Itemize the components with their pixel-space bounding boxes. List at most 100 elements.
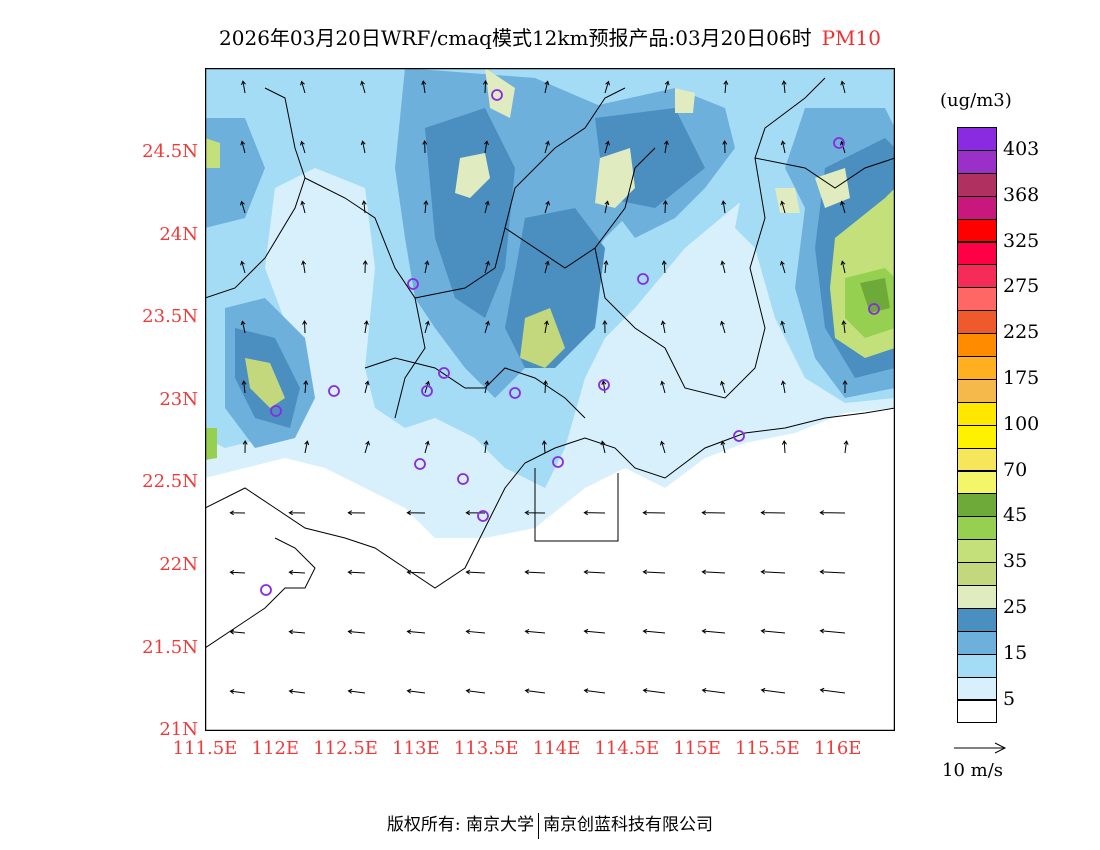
wind-arrow [484, 260, 490, 274]
wind-arrow [662, 200, 668, 214]
wind-arrow [300, 200, 306, 214]
lon-label: 115E [673, 738, 721, 759]
wind-arrow [465, 688, 486, 694]
wind-arrow [229, 629, 246, 635]
wind-arrow [760, 510, 786, 516]
wind-arrow [229, 569, 246, 575]
wind-arrow [720, 380, 726, 394]
legend-swatch [957, 630, 997, 655]
legend-swatch [957, 447, 997, 472]
wind-arrow [760, 628, 786, 634]
wind-arrow [483, 440, 489, 454]
legend-swatch [957, 195, 997, 220]
legend-label: 175 [1003, 366, 1040, 389]
wind-arrow [364, 440, 370, 454]
wind-arrow [723, 80, 729, 94]
station-marker [477, 510, 489, 522]
legend-swatch [957, 562, 997, 586]
station-marker [868, 303, 880, 315]
wind-arrow [364, 380, 370, 394]
wind-arrow [583, 628, 606, 634]
wind-arrow [424, 380, 430, 394]
wind-arrow [288, 688, 306, 694]
wind-arrow [465, 510, 486, 516]
wind-arrow [465, 629, 486, 635]
lat-label: 22.5N [142, 471, 198, 493]
wind-arrow [544, 80, 550, 94]
wind-arrow [780, 140, 786, 154]
wind-arrow [347, 629, 366, 635]
lon-label: 113E [392, 738, 440, 759]
lat-label: 23.5N [142, 306, 198, 328]
legend-swatch [957, 585, 997, 609]
wind-arrow [524, 510, 546, 516]
wind-arrow [362, 260, 368, 274]
wind-reference-arrow [954, 742, 1007, 754]
legend-swatch [957, 470, 997, 495]
wind-arrow [524, 688, 546, 694]
wind-arrow [423, 200, 429, 214]
wind-arrow [524, 569, 546, 575]
wind-arrow [720, 260, 726, 274]
legend-swatch [957, 607, 997, 632]
wind-arrow [406, 629, 426, 635]
footer-left: 版权所有: 南京大学 [386, 815, 535, 835]
wind-arrow [604, 80, 610, 94]
wind-arrow [701, 628, 726, 634]
wind-arrow [604, 200, 610, 214]
legend-swatch [957, 539, 997, 564]
chart-title: 2026年03月20日WRF/cmaq模式12km预报产品:03月20日06时 P… [0, 22, 1100, 51]
title-main: 2026年03月20日WRF/cmaq模式12km预报产品:03月20日06时 [219, 26, 812, 50]
wind-arrow [483, 140, 489, 154]
legend-swatch [957, 424, 997, 449]
wind-arrow [484, 200, 490, 214]
concentration-fill [205, 68, 895, 538]
wind-arrow [720, 320, 726, 334]
wind-arrow [760, 687, 786, 694]
legend-label: 35 [1003, 550, 1028, 573]
wind-arrow [347, 688, 366, 694]
wind-arrow [363, 320, 369, 334]
wind-arrow [424, 440, 430, 454]
station-marker [407, 278, 419, 290]
wind-arrow [819, 510, 846, 516]
station-marker [328, 385, 340, 397]
wind-arrow [660, 320, 666, 334]
lon-label: 114E [532, 738, 581, 759]
wind-arrow [583, 569, 606, 575]
station-marker [270, 405, 282, 417]
lat-label: 21.5N [142, 636, 198, 658]
wind-arrow [288, 569, 306, 575]
wind-arrow [541, 440, 547, 454]
legend-swatch [957, 493, 997, 518]
map-frame [205, 68, 895, 731]
wind-arrow [544, 200, 550, 214]
wind-arrow [642, 628, 666, 634]
wind-arrow [604, 140, 610, 154]
legend-label: 70 [1003, 458, 1028, 481]
wind-arrow [424, 260, 430, 274]
lon-label: 113.5E [453, 738, 519, 759]
legend-label: 325 [1003, 229, 1040, 252]
lat-label: 22N [159, 554, 198, 575]
wind-arrow [300, 80, 306, 94]
wind-arrow [781, 80, 787, 94]
station-marker [491, 89, 503, 101]
wind-arrow [361, 200, 367, 214]
lon-label: 115.5E [735, 738, 800, 759]
legend-label: 225 [1003, 321, 1040, 344]
wind-arrow [424, 320, 430, 334]
wind-arrow [302, 320, 308, 334]
wind-arrow [583, 688, 606, 694]
wind-arrow [544, 260, 550, 274]
wind-arrow [465, 569, 486, 575]
station-marker [414, 458, 426, 470]
wind-arrow [406, 510, 426, 516]
wind-arrow [663, 140, 669, 154]
wind-arrow [721, 200, 727, 214]
wind-arrow [660, 380, 666, 394]
wind-arrow [819, 628, 846, 634]
legend-swatch [957, 310, 997, 335]
wind-arrow [642, 688, 666, 694]
lon-label: 114.5E [594, 738, 660, 759]
